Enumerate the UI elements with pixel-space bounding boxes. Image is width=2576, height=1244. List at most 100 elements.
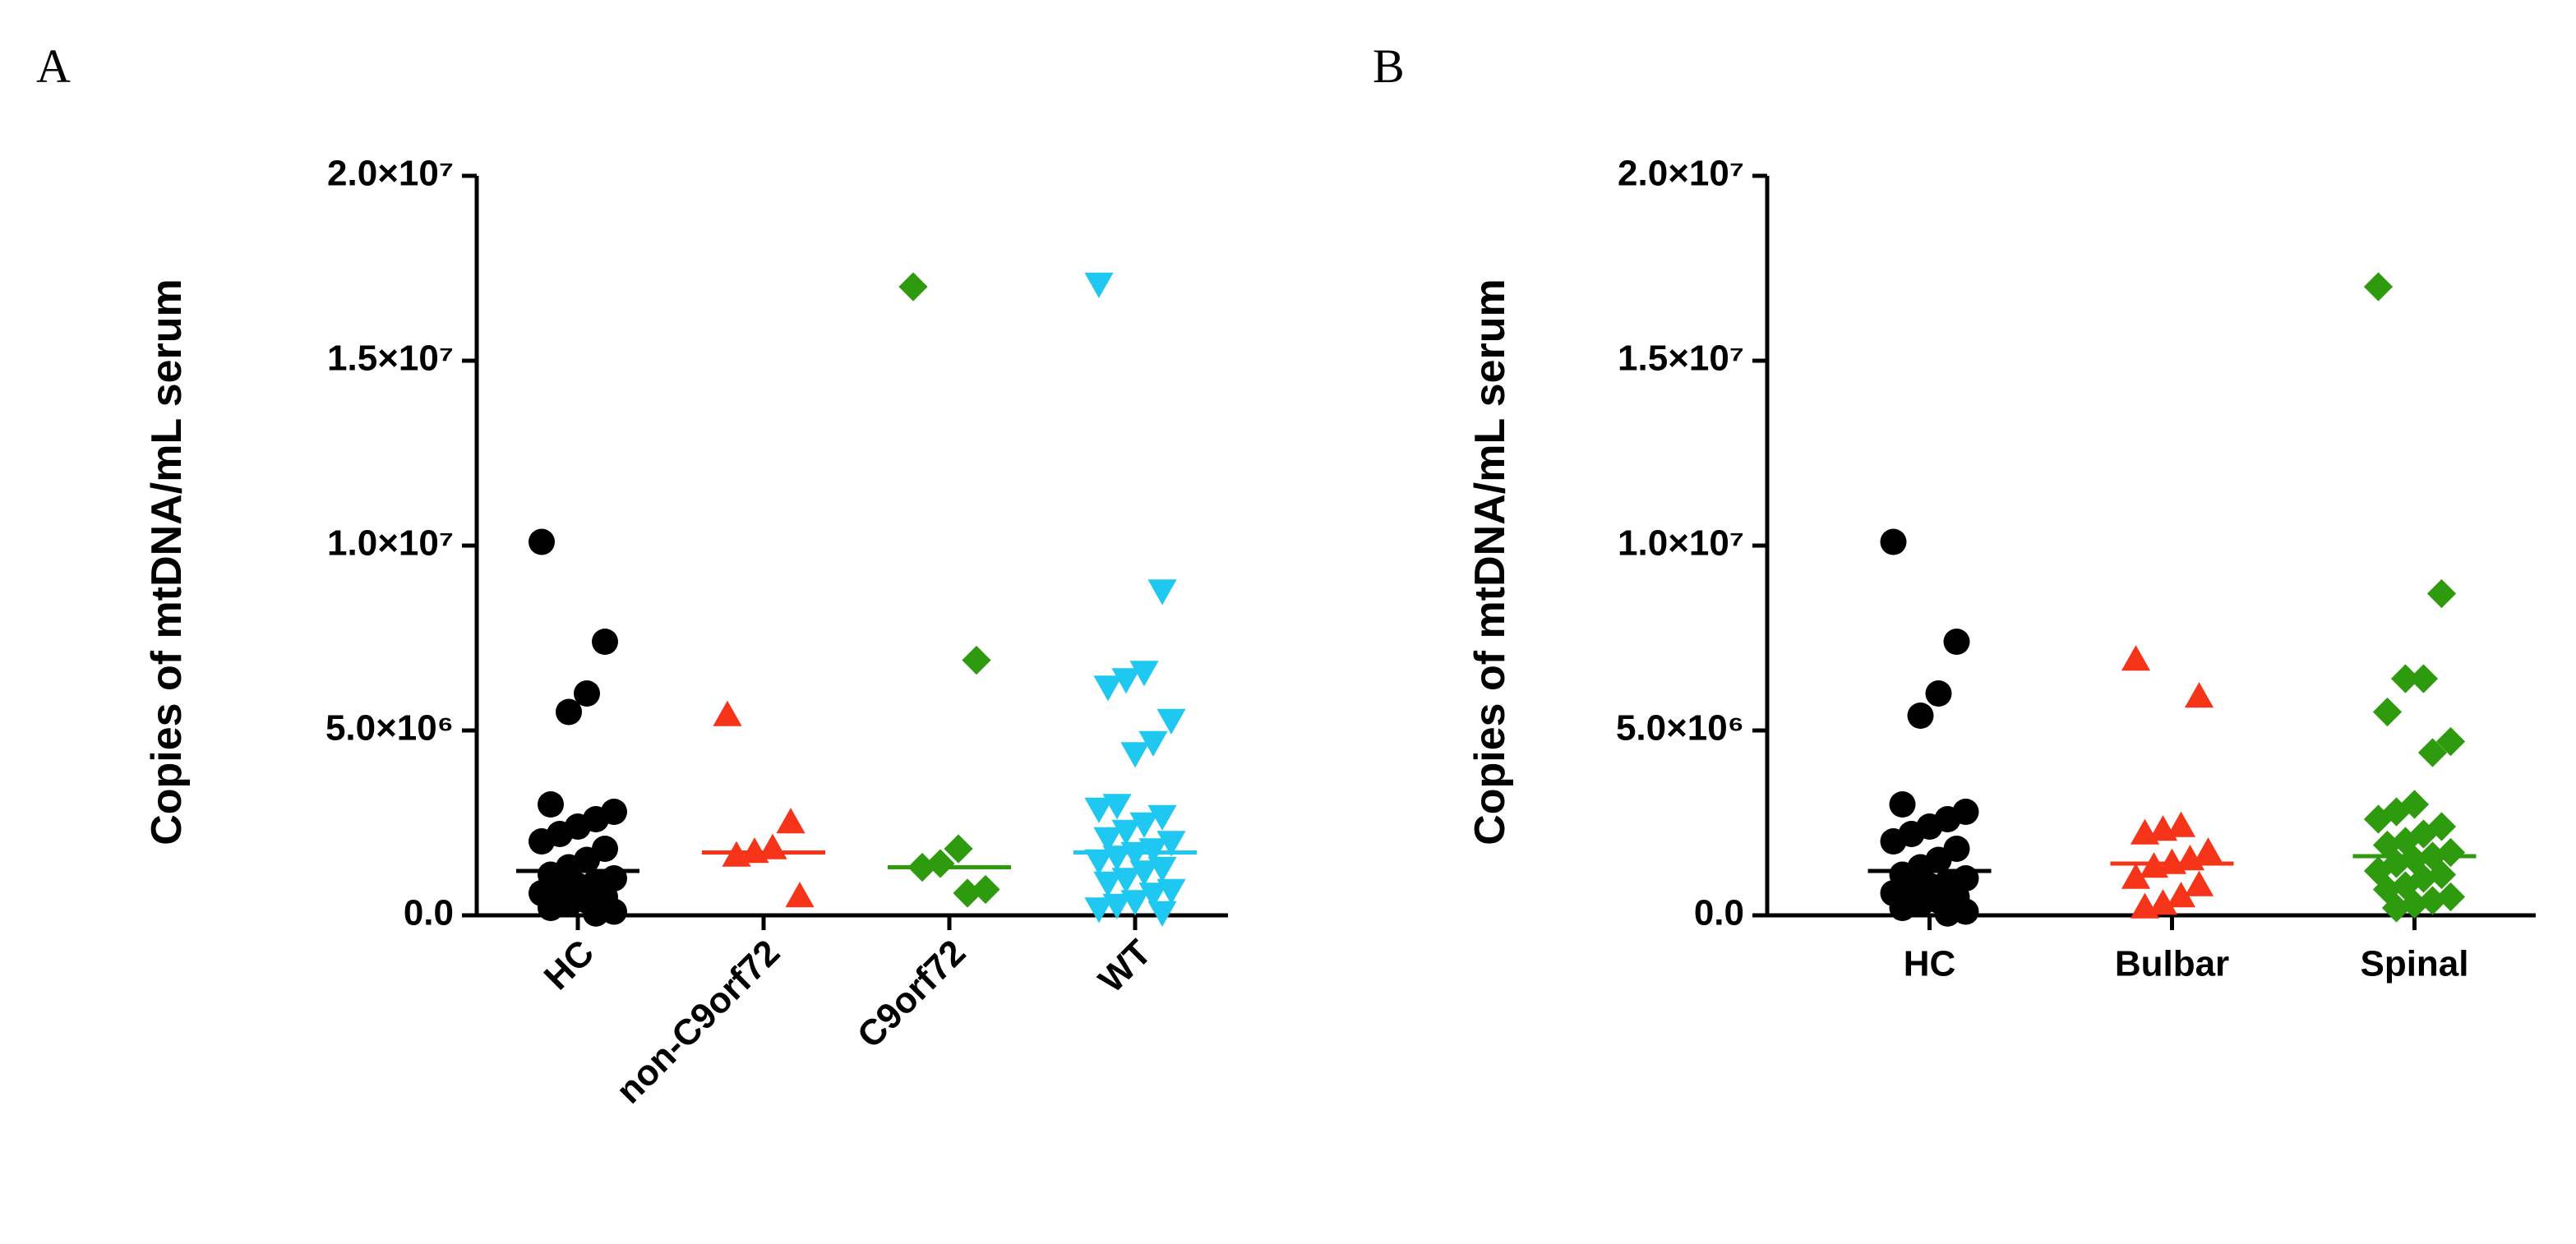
data-point [2435,726,2466,757]
data-point [529,528,555,555]
data-point [962,645,991,675]
data-point [1156,831,1186,857]
data-point [971,874,1000,905]
data-point [2157,848,2187,874]
data-point [2399,845,2430,875]
data-point [2390,871,2421,901]
x-tick-label: WT [1091,933,1159,1001]
data-point [2372,874,2403,905]
data-point [2130,892,2160,919]
y-tick-label: 1.5×10⁷ [1618,339,1744,379]
data-point [1880,828,1907,855]
data-point [2408,864,2439,893]
x-tick-label: C9orf72 [850,933,974,1057]
data-point [1084,849,1114,875]
data-point [2426,859,2457,890]
x-tick-label: Bulbar [2115,944,2229,984]
data-point [2121,863,2151,889]
panel-label: A [36,39,71,93]
data-point [2184,682,2214,708]
x-tick-label: Spinal [2360,944,2468,984]
y-tick-label: 1.5×10⁷ [327,339,454,379]
data-point [1156,708,1186,735]
data-point [529,828,555,855]
data-point [2381,849,2412,878]
data-point [1084,897,1114,924]
x-tick-label: non-C9orf72 [608,933,787,1112]
data-point [740,837,769,864]
data-point [713,700,742,726]
data-point [1129,661,1159,687]
data-point [1147,804,1177,831]
data-point [944,834,973,864]
data-point [926,849,955,878]
data-point [2372,830,2403,860]
data-point [1889,791,1916,818]
data-point [538,895,564,921]
data-point [2363,804,2394,834]
data-point [2399,889,2430,919]
y-axis-label: Copies of mtDNA/mL serum [143,279,191,845]
data-point [2435,882,2466,912]
data-point [2193,837,2223,864]
data-point [1129,812,1159,838]
data-point [1120,742,1150,768]
data-point [776,808,806,834]
data-point [1880,528,1907,555]
data-point [1093,871,1123,897]
data-point [2372,697,2403,727]
data-point [538,791,564,818]
data-point [2121,645,2151,671]
data-point [556,698,582,726]
chart-panel: A Copies of mtDNA/mL serum 0.0 5.0×10⁶ 1.0×1… [36,39,1228,1112]
y-tick-label: 0.0 [1694,893,1744,933]
data-point [2148,889,2178,915]
data-point [1111,668,1141,694]
data-point [2130,818,2160,845]
data-point [592,629,618,655]
y-tick-label: 5.0×10⁶ [1616,708,1744,749]
data-point [1907,703,1934,729]
data-point [2184,870,2214,896]
y-tick-label: 2.0×10⁷ [1618,154,1744,194]
data-point [1111,819,1141,845]
data-point [1129,860,1159,887]
y-tick-label: 0.0 [404,893,454,933]
data-point [785,882,815,908]
data-point [1147,901,1177,927]
data-point [2166,882,2196,908]
data-point [2417,886,2448,915]
y-tick-label: 1.0×10⁷ [327,523,454,564]
data-point [2363,856,2394,886]
data-point [2417,738,2448,767]
data-point [2426,578,2457,609]
data-point [2435,837,2466,868]
data-point [1147,579,1177,606]
data-point [2408,664,2439,693]
data-point [574,680,600,707]
data-point [2166,811,2196,837]
data-point [1084,797,1114,823]
x-tick-label: HC [537,933,602,998]
data-point [1093,675,1123,702]
data-point [2390,827,2421,856]
data-point [2148,815,2178,841]
data-point [1889,895,1916,921]
data-point [953,878,982,908]
data-point [1084,272,1114,298]
data-point [1138,730,1168,757]
data-point [583,900,609,927]
data-point [2390,664,2421,693]
y-tick-label: 5.0×10⁶ [325,708,454,749]
data-point [2363,272,2394,302]
data-point [1093,827,1123,853]
data-point [1943,629,1970,655]
panel-label: B [1373,39,1405,93]
y-tick-label: 1.0×10⁷ [1618,523,1744,564]
data-point [898,272,928,302]
chart-panel: B Copies of mtDNA/mL serum 0.0 5.0×10⁶ 1.0×1… [1373,39,2536,984]
data-point [1925,680,1952,707]
data-point [2381,893,2412,923]
